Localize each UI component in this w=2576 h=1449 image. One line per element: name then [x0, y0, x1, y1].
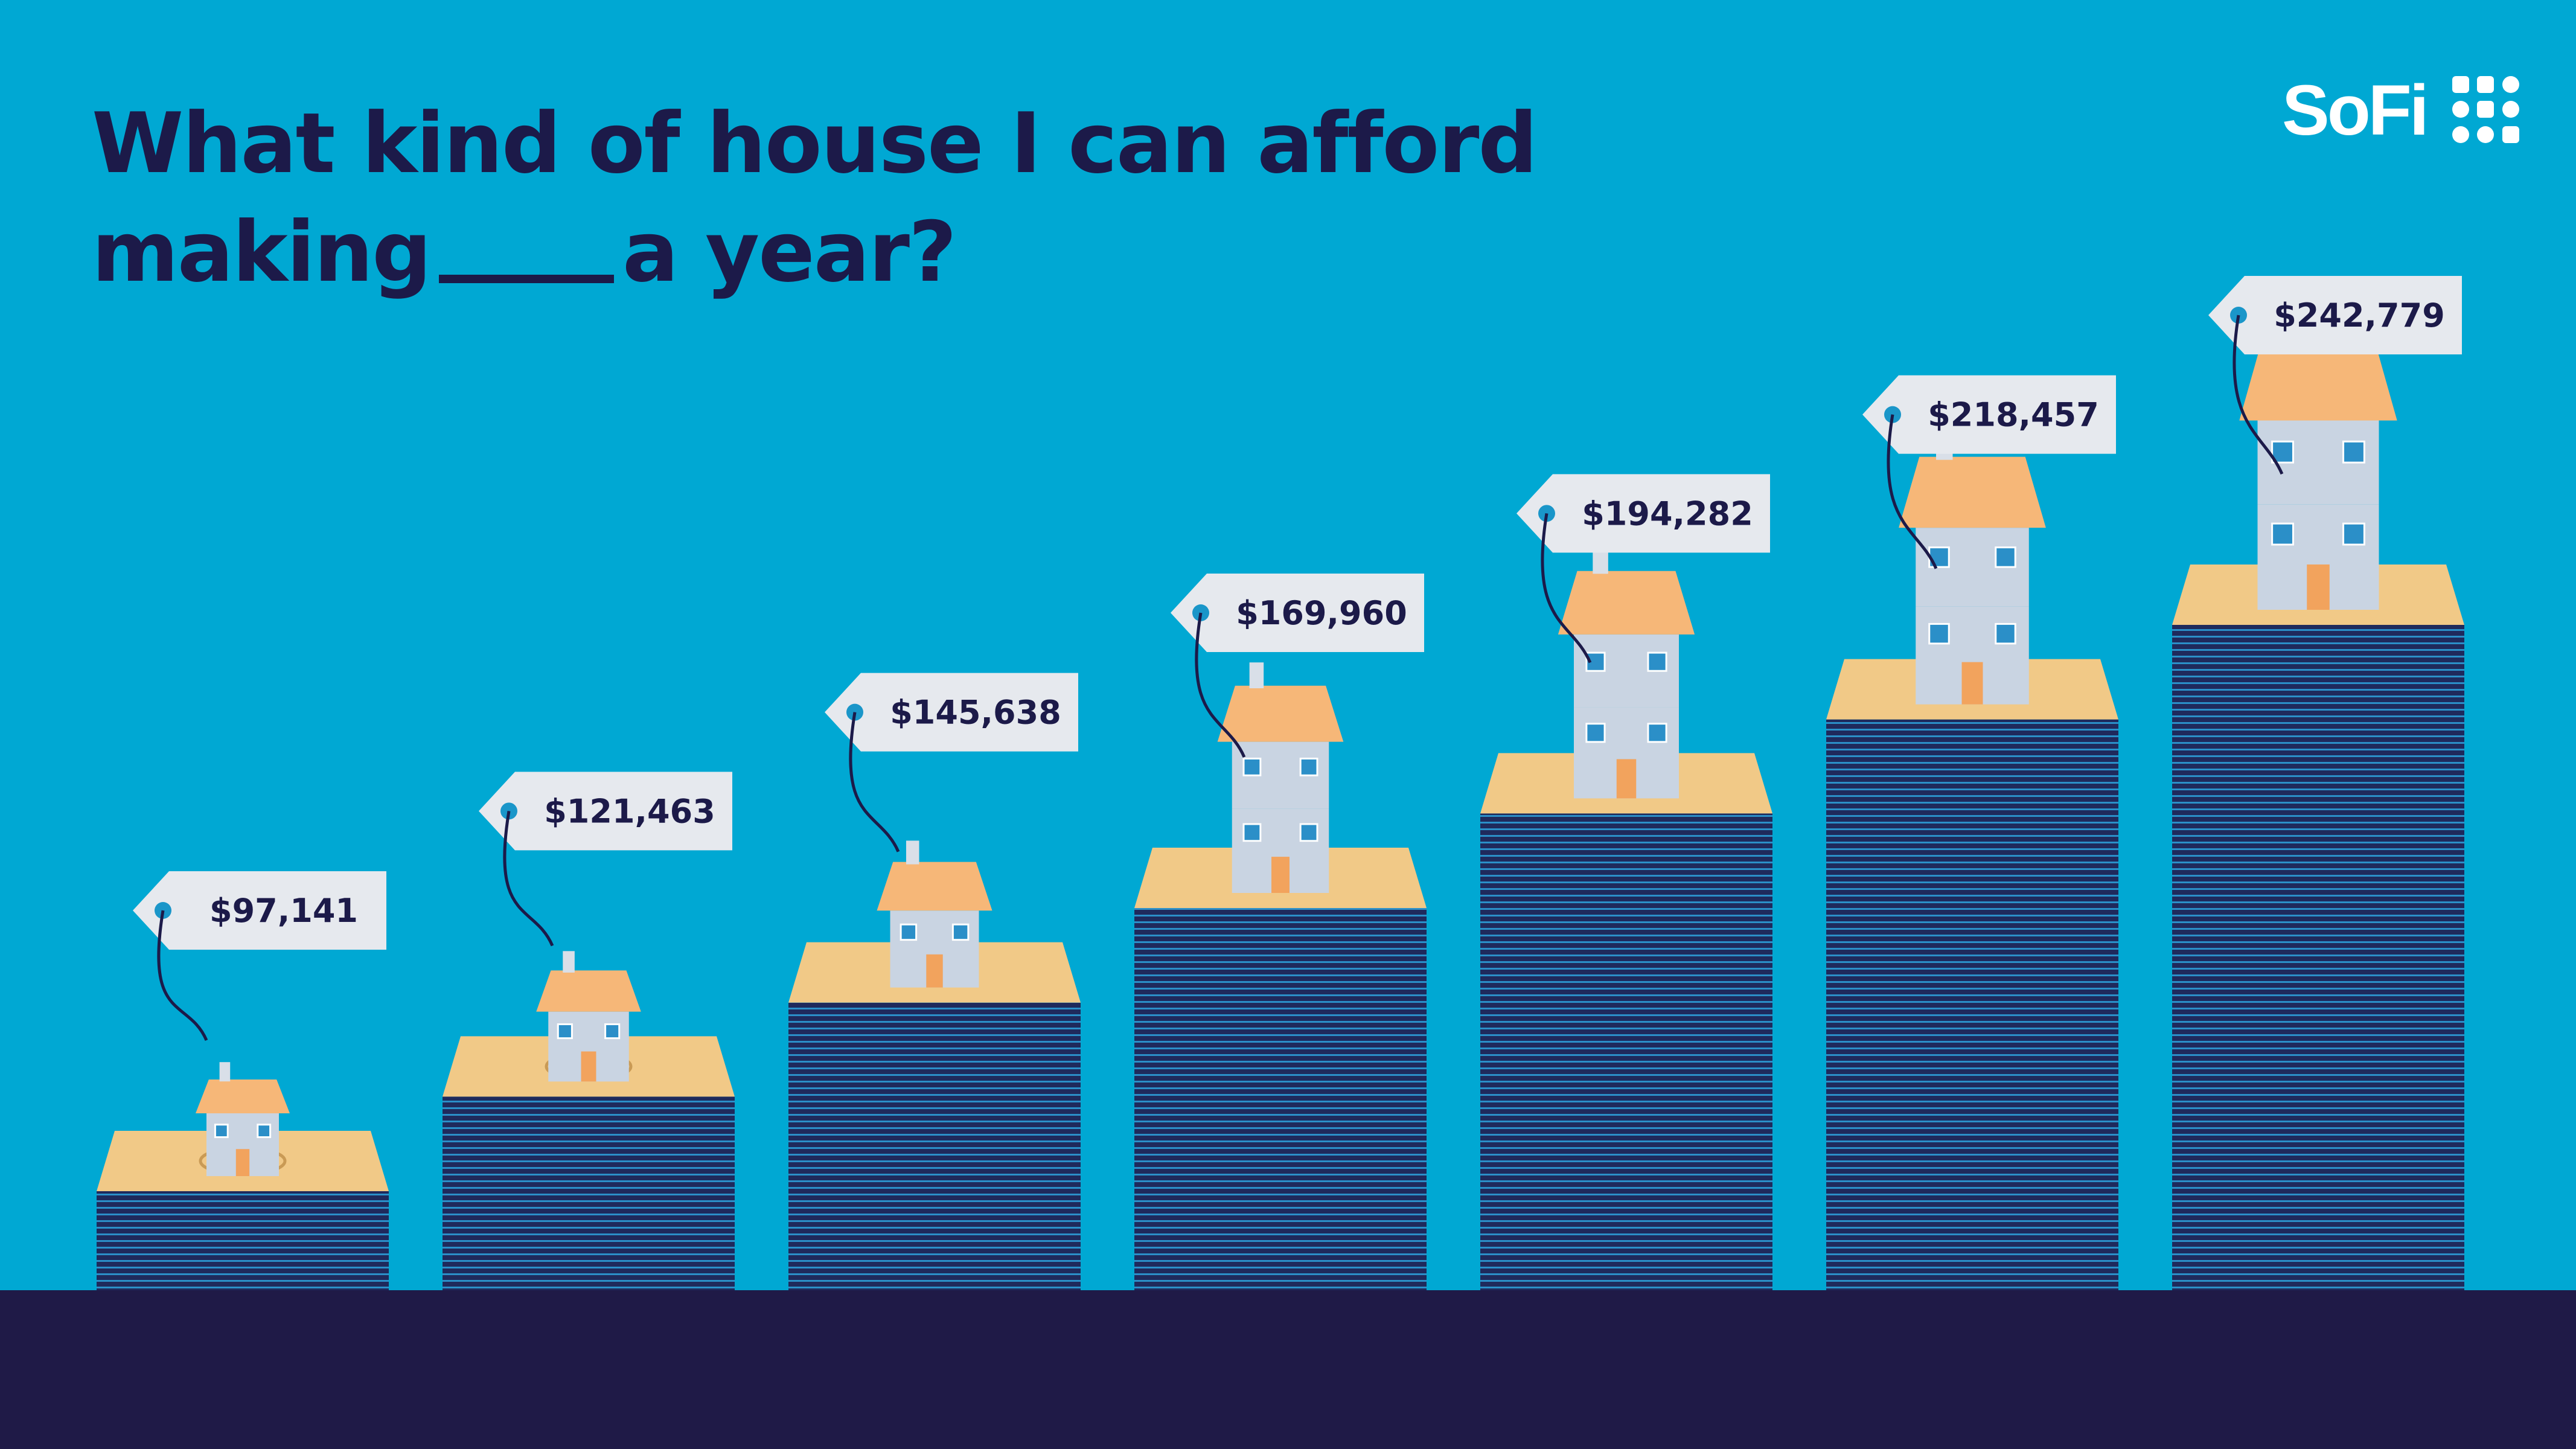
- price-label: $194,282: [1582, 494, 1753, 533]
- house-window: [1928, 622, 1950, 645]
- price-label: $145,638: [890, 694, 1061, 732]
- house-window: [2271, 440, 2294, 464]
- house-roof: [1217, 685, 1344, 742]
- price-tag-string: [157, 910, 208, 1041]
- house-window: [1585, 723, 1606, 743]
- bar-group: $242,779: [2172, 276, 2464, 1290]
- logo-text: SoFi: [2282, 71, 2429, 150]
- house-roof: [536, 970, 641, 1012]
- house-roof: [1558, 571, 1695, 635]
- bar: [1480, 813, 1772, 1290]
- price-tag: [479, 772, 732, 851]
- house-window: [2342, 440, 2365, 464]
- house-window: [1647, 651, 1667, 672]
- house-window: [2271, 522, 2294, 546]
- price-tag-string: [503, 810, 554, 947]
- bar: [788, 1002, 1081, 1290]
- bar-group: $194,282: [1480, 474, 1772, 1290]
- bar: [1826, 719, 2118, 1290]
- house-roof: [1899, 456, 2046, 528]
- house-door: [1616, 759, 1637, 799]
- title-line-1: What kind of house I can afford: [92, 95, 1538, 192]
- price-tag: [825, 673, 1078, 752]
- price-tag: [1862, 375, 2116, 454]
- house-roof: [196, 1080, 290, 1113]
- house-window: [557, 1023, 573, 1040]
- bar-group: $145,638: [788, 673, 1081, 1290]
- sofi-logo: SoFi: [2282, 71, 2523, 150]
- page-title: What kind of house I can afford making a …: [92, 89, 1541, 307]
- house-window: [604, 1023, 621, 1040]
- house-window: [1647, 723, 1667, 743]
- house-window: [1995, 622, 2016, 645]
- house-window: [257, 1124, 272, 1139]
- house-door: [581, 1051, 596, 1082]
- house-roof: [2239, 342, 2397, 421]
- bar: [443, 1096, 735, 1290]
- house-window: [900, 923, 918, 941]
- price-label: $242,779: [2274, 296, 2445, 334]
- house-door: [1271, 857, 1290, 893]
- house-chimney: [1249, 662, 1264, 688]
- house-window: [214, 1124, 229, 1139]
- house-chimney: [563, 951, 575, 973]
- house-window: [1242, 757, 1262, 776]
- title-line-2-start: making: [92, 203, 432, 301]
- price-tag-string: [849, 712, 900, 852]
- house-door: [926, 954, 943, 988]
- bar-group: $97,141: [97, 871, 389, 1290]
- house-door: [1961, 662, 1983, 705]
- sofi-logo-mark-icon: [2452, 76, 2519, 143]
- bar-group: $169,960: [1134, 574, 1427, 1290]
- price-tag: [1517, 474, 1770, 553]
- house-door: [235, 1149, 250, 1176]
- house-chimney: [906, 840, 919, 865]
- price-label: $169,960: [1236, 594, 1407, 632]
- house-window: [1242, 823, 1262, 842]
- title-blank: [439, 214, 615, 283]
- title-line-2-end: a year?: [622, 203, 957, 301]
- house-window: [951, 923, 970, 941]
- bar-group: $121,463: [443, 772, 735, 1290]
- price-tag: [1171, 574, 1424, 652]
- price-tag-string: [1887, 414, 1938, 569]
- price-tag: [2208, 276, 2462, 354]
- price-tag: [133, 871, 386, 950]
- price-label: $218,457: [1928, 396, 2099, 434]
- bar: [2172, 625, 2464, 1290]
- house-chimney: [219, 1062, 231, 1082]
- footer-band: [0, 1290, 2576, 1449]
- price-label: $97,141: [209, 892, 358, 930]
- house-window: [2342, 522, 2365, 546]
- house-window: [1928, 546, 1950, 568]
- house-window: [1995, 546, 2016, 568]
- bar: [97, 1191, 389, 1290]
- price-tag-string: [1195, 612, 1246, 758]
- bar: [1134, 908, 1427, 1290]
- price-tag-string: [1541, 513, 1592, 664]
- price-label: $121,463: [544, 792, 715, 830]
- bar-group: $218,457: [1826, 375, 2118, 1290]
- house-window: [1299, 823, 1318, 842]
- house-roof: [877, 862, 992, 911]
- house-window: [1299, 757, 1318, 776]
- price-tag-string: [2232, 315, 2284, 475]
- house-door: [2307, 564, 2330, 610]
